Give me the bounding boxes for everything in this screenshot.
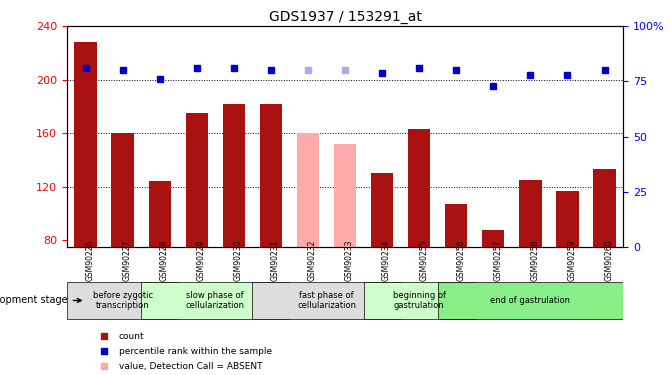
Text: GSM90229: GSM90229 — [197, 239, 206, 280]
Bar — [260, 104, 282, 247]
Text: value, Detection Call = ABSENT: value, Detection Call = ABSENT — [119, 362, 263, 371]
Bar — [371, 174, 393, 247]
Bar — [334, 144, 356, 247]
Text: GSM90258: GSM90258 — [531, 239, 539, 280]
Text: GSM90260: GSM90260 — [604, 239, 614, 280]
Text: GSM90234: GSM90234 — [382, 239, 391, 280]
Text: slow phase of
cellularization: slow phase of cellularization — [186, 291, 245, 310]
Text: GSM90255: GSM90255 — [419, 239, 428, 280]
Text: beginning of
gastrulation: beginning of gastrulation — [393, 291, 446, 310]
Bar — [222, 104, 245, 247]
Bar — [594, 170, 616, 247]
Text: GSM90226: GSM90226 — [86, 239, 94, 280]
FancyBboxPatch shape — [67, 282, 178, 319]
Text: GSM90233: GSM90233 — [345, 239, 354, 280]
Bar — [556, 191, 579, 247]
Text: GSM90230: GSM90230 — [234, 239, 243, 280]
Text: before zygotic
transcription: before zygotic transcription — [92, 291, 153, 310]
Text: GSM90232: GSM90232 — [308, 239, 317, 280]
Bar — [445, 204, 468, 247]
Bar — [186, 113, 208, 247]
FancyBboxPatch shape — [438, 282, 623, 319]
Bar — [297, 133, 319, 247]
Bar — [482, 230, 505, 247]
Bar — [519, 180, 541, 247]
Text: fast phase of
cellularization: fast phase of cellularization — [297, 291, 356, 310]
Bar — [74, 42, 96, 247]
Bar — [408, 129, 430, 247]
Text: GSM90227: GSM90227 — [123, 239, 131, 280]
Text: GSM90259: GSM90259 — [567, 239, 576, 280]
Text: GSM90231: GSM90231 — [271, 239, 280, 280]
Bar — [111, 133, 134, 247]
Bar — [149, 182, 171, 247]
Title: GDS1937 / 153291_at: GDS1937 / 153291_at — [269, 10, 421, 24]
Text: GSM90228: GSM90228 — [159, 239, 169, 280]
Text: GSM90257: GSM90257 — [493, 239, 502, 280]
Text: percentile rank within the sample: percentile rank within the sample — [119, 347, 272, 356]
Text: development stage: development stage — [0, 296, 81, 306]
FancyBboxPatch shape — [364, 282, 475, 319]
Text: end of gastrulation: end of gastrulation — [490, 296, 570, 305]
Text: GSM90256: GSM90256 — [456, 239, 465, 280]
FancyBboxPatch shape — [141, 282, 289, 319]
FancyBboxPatch shape — [253, 282, 401, 319]
Text: count: count — [119, 332, 145, 341]
